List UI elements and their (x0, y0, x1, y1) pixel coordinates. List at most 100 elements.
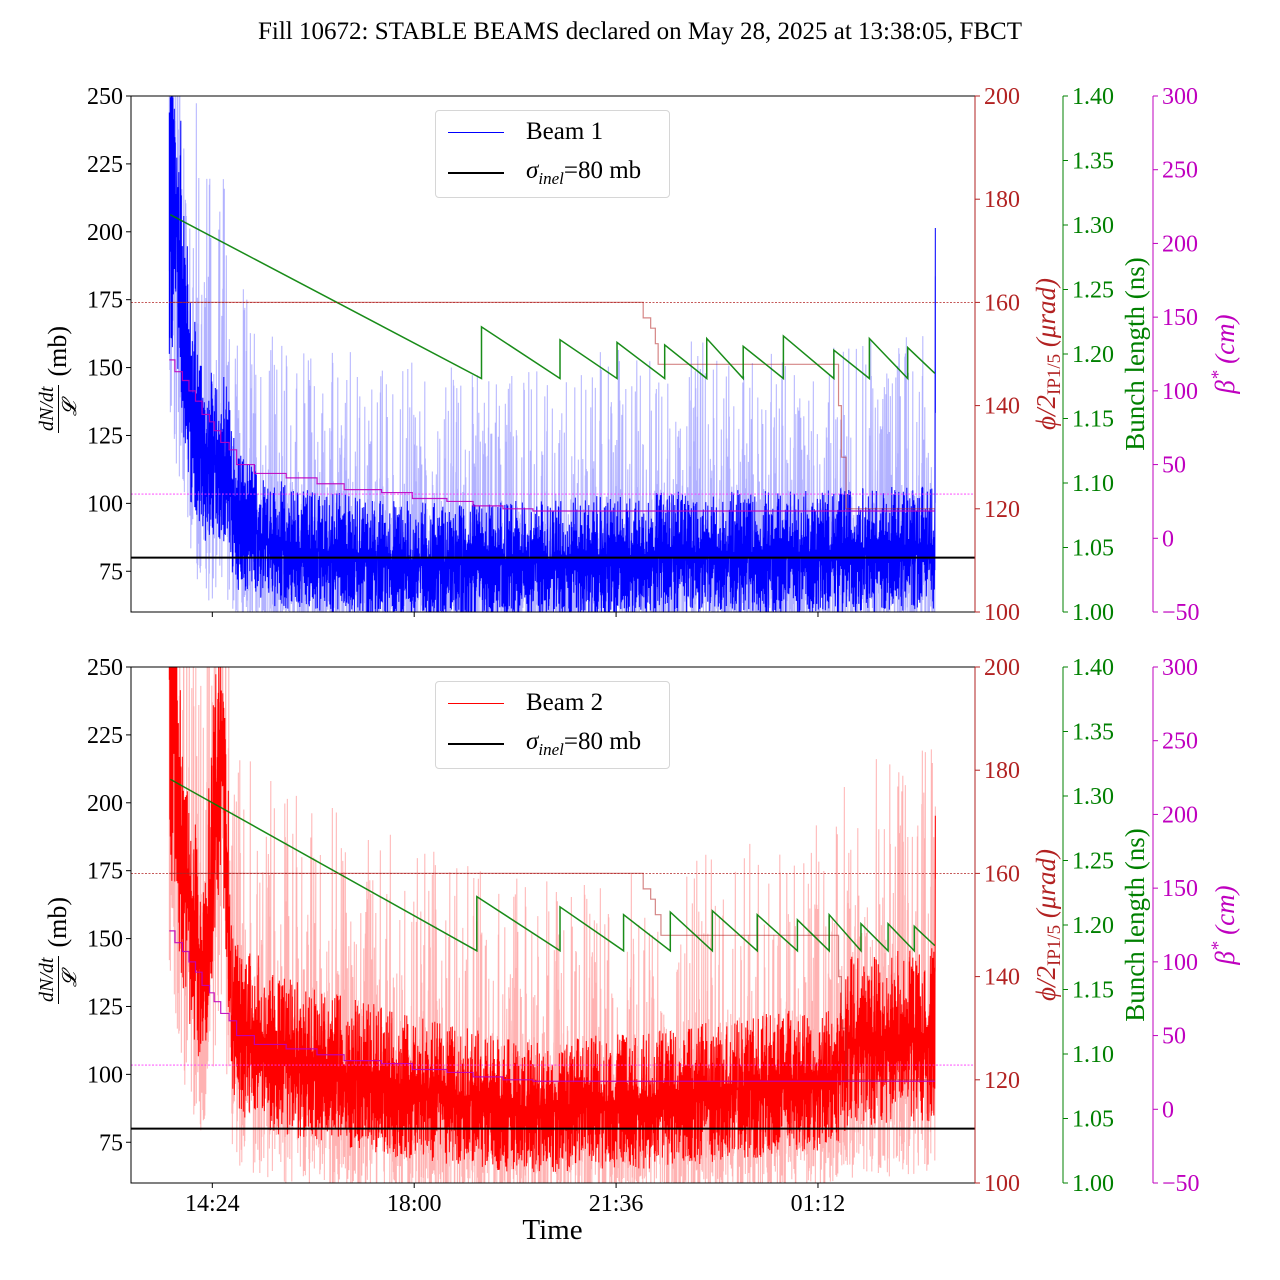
crossing-tick-label: 180 (984, 187, 1020, 213)
left-tick-label: 100 (87, 1062, 123, 1088)
beta-star-tick-label: −50 (1162, 1171, 1200, 1197)
beta-star-tick-label: 200 (1162, 231, 1198, 257)
label-main: ϕ/2 (1031, 395, 1061, 430)
x-tick-label: 14:24 (185, 1191, 240, 1217)
label-sup: * (1208, 370, 1229, 380)
beta-star-tick-label: 200 (1162, 802, 1198, 828)
bunch-length-tick-label: 1.25 (1072, 278, 1114, 304)
bunch-length-tick-label: 1.05 (1072, 1107, 1114, 1133)
left-tick-label: 75 (99, 1130, 123, 1156)
legend-bottom: Beam 2 σinel=80 mb (435, 681, 670, 769)
label-numerator: dN/dt (35, 384, 59, 433)
beta-star-axis-label: β* (cm) (1208, 314, 1240, 394)
x-tick-label: 18:00 (387, 1191, 442, 1217)
beam-signal (168, 667, 936, 1173)
legend-label-inel: σinel=80 mb (526, 157, 641, 189)
beta-star-tick-label: 300 (1162, 655, 1198, 681)
left-tick-label: 225 (87, 152, 123, 178)
crossing-angle-line (169, 872, 935, 1081)
legend-top: Beam 1 σinel=80 mb (435, 110, 670, 198)
beta-star-tick-label: 0 (1162, 526, 1174, 552)
fraction: dN/dt 𝓛 (35, 955, 81, 1004)
bunch-length-tick-label: 1.25 (1072, 849, 1114, 875)
bunch-length-axis-label: Bunch length (ns) (1120, 257, 1150, 450)
left-axis-label-bottom: dN/dt 𝓛 (mb) (35, 844, 81, 1004)
left-tick-label: 125 (87, 423, 123, 449)
beta-star-tick-label: 250 (1162, 158, 1198, 184)
crossing-tick-label: 100 (984, 1171, 1020, 1197)
legend-entry-beam: Beam 1 (448, 117, 603, 147)
label-main: β (1210, 380, 1240, 395)
crossing-axis-label: ϕ/2IP1/5 (μrad) (1031, 278, 1065, 430)
legend-entry-inel: σinel=80 mb (448, 728, 641, 760)
x-tick-label: 01:12 (791, 1191, 846, 1217)
legend-label-beam: Beam 1 (526, 118, 604, 145)
label-unit: (μrad) (1031, 849, 1061, 925)
left-tick-label: 175 (87, 859, 123, 885)
bunch-length-tick-label: 1.00 (1072, 1171, 1114, 1197)
label-denominator: 𝓛 (58, 401, 81, 417)
plot-area-0 (131, 96, 975, 612)
label-unit: (cm) (1210, 314, 1240, 370)
bunch-length-line (169, 214, 936, 381)
bunch-length-tick-label: 1.15 (1072, 407, 1114, 433)
crossing-tick-label: 200 (984, 84, 1020, 110)
beta-star-tick-label: 100 (1162, 950, 1198, 976)
label-unit: (mb) (43, 326, 72, 377)
bunch-length-tick-label: 1.30 (1072, 213, 1114, 239)
bunch-length-tick-label: 1.40 (1072, 84, 1114, 110)
beta-star-axis-label: β* (cm) (1208, 885, 1240, 965)
left-tick-label: 150 (87, 927, 123, 953)
legend-sigma: σ (526, 157, 539, 184)
legend-swatch-beam1 (448, 131, 504, 133)
left-tick-label: 250 (87, 655, 123, 681)
left-tick-label: 150 (87, 356, 123, 382)
beta-star-line (169, 359, 935, 512)
left-tick-label: 75 (99, 559, 123, 585)
crossing-tick-label: 180 (984, 758, 1020, 784)
bunch-length-tick-label: 1.00 (1072, 600, 1114, 626)
legend-swatch-inel (448, 172, 504, 174)
beta-star-tick-label: 300 (1162, 84, 1198, 110)
label-sub: IP1/5 (1044, 354, 1065, 395)
legend-label-inel: σinel=80 mb (526, 728, 641, 760)
bunch-length-line (169, 778, 936, 953)
legend-sub: inel (538, 169, 564, 188)
legend-entry-beam: Beam 2 (448, 688, 603, 718)
chart-title: Fill 10672: STABLE BEAMS declared on May… (258, 18, 1022, 45)
left-tick-label: 200 (87, 791, 123, 817)
bunch-length-tick-label: 1.20 (1072, 913, 1114, 939)
bunch-length-axis-label: Bunch length (ns) (1120, 828, 1150, 1021)
bunch-length-tick-label: 1.20 (1072, 342, 1114, 368)
legend-swatch-beam2 (448, 702, 504, 704)
crossing-tick-label: 160 (984, 861, 1020, 887)
label-numerator: dN/dt (35, 955, 59, 1004)
beta-star-tick-label: 250 (1162, 729, 1198, 755)
crossing-tick-label: 140 (984, 965, 1020, 991)
label-unit: (cm) (1210, 885, 1240, 941)
left-tick-label: 250 (87, 84, 123, 110)
left-tick-label: 100 (87, 491, 123, 517)
beta-star-tick-label: 50 (1162, 453, 1186, 479)
left-axis-label-top: dN/dt 𝓛 (mb) (35, 273, 81, 433)
legend-sigma: σ (526, 728, 539, 755)
beta-star-tick-label: 150 (1162, 305, 1198, 331)
bunch-length-tick-label: 1.05 (1072, 536, 1114, 562)
legend-rest: =80 mb (563, 728, 642, 755)
left-tick-label: 175 (87, 288, 123, 314)
bunch-length-tick-label: 1.40 (1072, 655, 1114, 681)
label-sub: IP1/5 (1044, 925, 1065, 966)
bunch-length-tick-label: 1.35 (1072, 149, 1114, 175)
beta-star-tick-label: 50 (1162, 1024, 1186, 1050)
legend-entry-inel: σinel=80 mb (448, 157, 641, 189)
beam-signal (168, 96, 936, 612)
crossing-tick-label: 120 (984, 1068, 1020, 1094)
bunch-length-tick-label: 1.10 (1072, 471, 1114, 497)
bunch-length-tick-label: 1.10 (1072, 1042, 1114, 1068)
bunch-length-tick-label: 1.15 (1072, 978, 1114, 1004)
beta-star-tick-label: −50 (1162, 600, 1200, 626)
beta-star-tick-label: 100 (1162, 379, 1198, 405)
fraction: dN/dt 𝓛 (35, 384, 81, 433)
legend-rest: =80 mb (563, 157, 642, 184)
